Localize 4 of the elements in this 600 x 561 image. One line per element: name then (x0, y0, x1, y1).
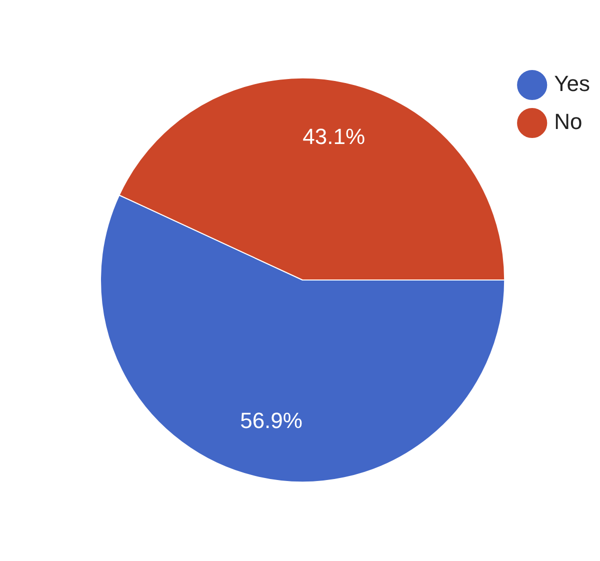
data-label: 56.9% (240, 408, 302, 434)
legend-label: Yes (554, 71, 590, 96)
legend-label: No (554, 109, 582, 134)
data-label: 43.1% (302, 124, 366, 149)
